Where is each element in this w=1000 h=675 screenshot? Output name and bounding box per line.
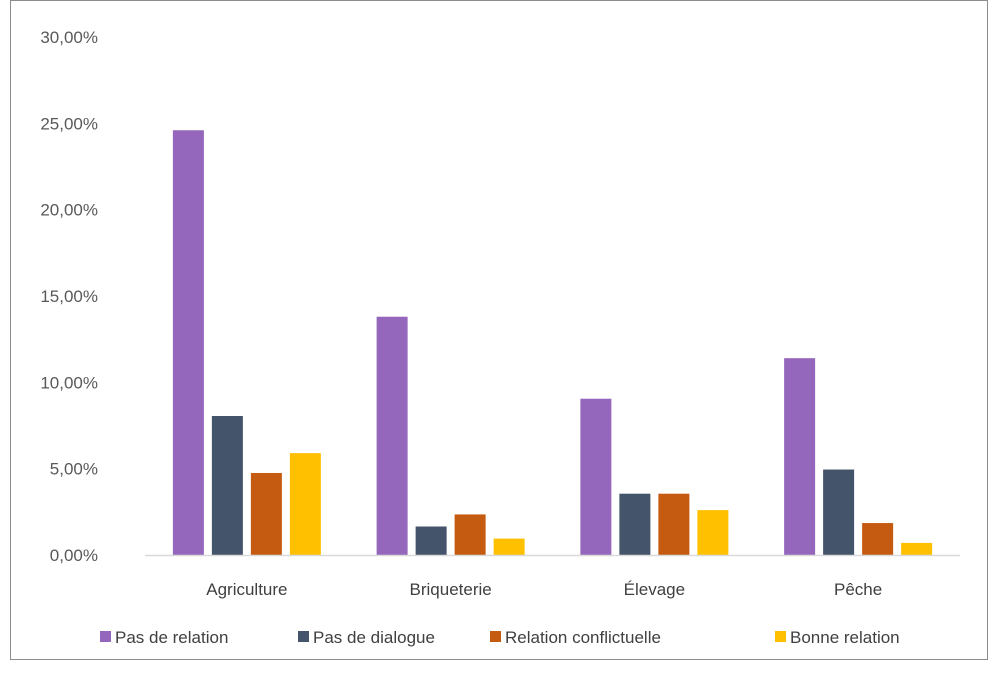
bar [289, 453, 321, 555]
legend-swatch [100, 631, 111, 642]
y-tick-label: 0,00% [50, 546, 98, 565]
legend-swatch [298, 631, 309, 642]
legend-label: Pas de relation [115, 628, 228, 647]
y-tick-label: 25,00% [40, 114, 98, 133]
bar [862, 523, 894, 555]
bar [493, 538, 525, 555]
bar [901, 542, 933, 555]
x-tick-label: Élevage [624, 580, 685, 599]
y-axis-ticks: 0,00% 5,00% 10,00% 15,00% 20,00% 25,00% 30,00% [40, 28, 98, 565]
y-tick-label: 20,00% [40, 201, 98, 220]
bar [454, 514, 486, 555]
legend-label: Pas de dialogue [313, 628, 435, 647]
bar [658, 493, 690, 555]
bar [250, 472, 282, 555]
x-tick-label: Briqueterie [410, 580, 492, 599]
legend: Pas de relation Pas de dialogue Relation c… [100, 628, 900, 647]
bar [211, 416, 243, 555]
x-tick-label: Agriculture [206, 580, 287, 599]
bars [172, 130, 933, 556]
bar [619, 493, 651, 555]
bar [823, 469, 855, 555]
legend-swatch [775, 631, 786, 642]
bar [415, 526, 447, 555]
y-tick-label: 15,00% [40, 287, 98, 306]
legend-swatch [490, 631, 501, 642]
legend-label: Bonne relation [790, 628, 900, 647]
x-axis-labels: Agriculture Briqueterie Élevage Pêche [206, 580, 882, 599]
y-tick-label: 10,00% [40, 373, 98, 392]
bar [376, 316, 408, 555]
y-tick-label: 5,00% [50, 460, 98, 479]
legend-label: Relation conflictuelle [505, 628, 661, 647]
bar [172, 130, 204, 556]
x-tick-label: Pêche [834, 580, 882, 599]
y-tick-label: 30,00% [40, 28, 98, 47]
bar [580, 398, 612, 555]
bar [784, 358, 816, 555]
bar [697, 510, 729, 555]
